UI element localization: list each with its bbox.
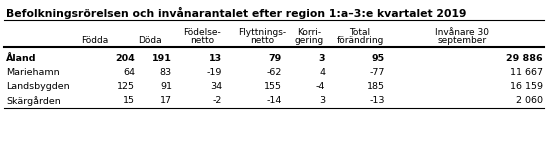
Text: förändring: förändring: [336, 36, 384, 45]
Text: 191: 191: [152, 54, 172, 63]
Text: Landsbygden: Landsbygden: [6, 82, 70, 91]
Text: -2: -2: [213, 96, 222, 105]
Text: 11 667: 11 667: [510, 68, 543, 77]
Text: 4: 4: [319, 68, 325, 77]
Text: 17: 17: [160, 96, 172, 105]
Text: 79: 79: [269, 54, 282, 63]
Text: 155: 155: [264, 82, 282, 91]
Text: 16 159: 16 159: [510, 82, 543, 91]
Text: Invånare 30: Invånare 30: [435, 28, 489, 37]
Text: Befolkningsrörelsen och invånarantalet efter region 1:a–3:e kvartalet 2019: Befolkningsrörelsen och invånarantalet e…: [6, 7, 466, 19]
Text: september: september: [437, 36, 487, 45]
Text: Flyttnings-: Flyttnings-: [238, 28, 286, 37]
Text: 83: 83: [160, 68, 172, 77]
Text: -4: -4: [316, 82, 325, 91]
Text: Födda: Födda: [81, 36, 109, 45]
Text: -14: -14: [267, 96, 282, 105]
Text: 204: 204: [116, 54, 135, 63]
Text: Total: Total: [349, 28, 371, 37]
Text: 34: 34: [210, 82, 222, 91]
Text: 3: 3: [319, 96, 325, 105]
Text: Korri-: Korri-: [297, 28, 321, 37]
Text: Skärgården: Skärgården: [6, 96, 60, 106]
Text: 29 886: 29 886: [507, 54, 543, 63]
Text: -19: -19: [207, 68, 222, 77]
Text: -62: -62: [267, 68, 282, 77]
Text: netto: netto: [250, 36, 274, 45]
Text: 64: 64: [123, 68, 135, 77]
Text: 13: 13: [209, 54, 222, 63]
Text: gering: gering: [294, 36, 323, 45]
Text: 15: 15: [123, 96, 135, 105]
Text: Döda: Döda: [138, 36, 162, 45]
Text: Födelse-: Födelse-: [183, 28, 221, 37]
Text: 125: 125: [117, 82, 135, 91]
Text: netto: netto: [190, 36, 214, 45]
Text: 95: 95: [372, 54, 385, 63]
Text: Åland: Åland: [6, 54, 36, 63]
Text: 185: 185: [367, 82, 385, 91]
Text: 91: 91: [160, 82, 172, 91]
Text: 3: 3: [318, 54, 325, 63]
Text: 2 060: 2 060: [516, 96, 543, 105]
Text: -13: -13: [370, 96, 385, 105]
Text: -77: -77: [370, 68, 385, 77]
Text: Mariehamn: Mariehamn: [6, 68, 59, 77]
